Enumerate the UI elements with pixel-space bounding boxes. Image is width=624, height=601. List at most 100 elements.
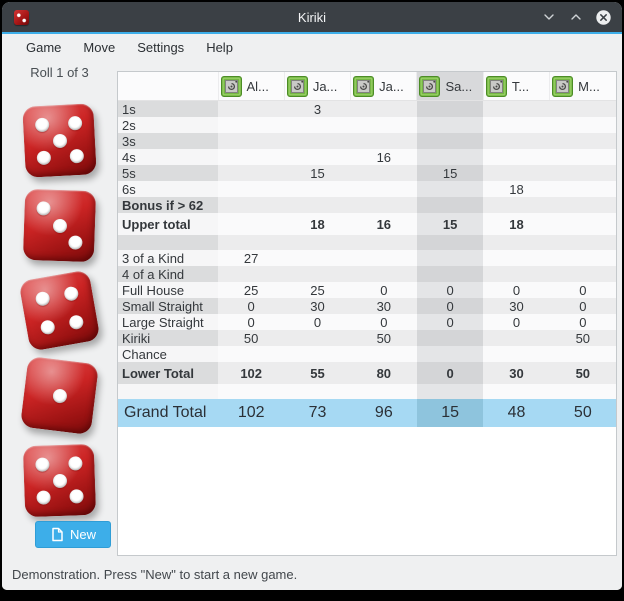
score-cell[interactable] [284, 346, 351, 362]
die-5-value-5[interactable] [22, 443, 97, 518]
score-cell[interactable]: 50 [350, 330, 417, 346]
score-cell[interactable] [218, 117, 285, 133]
score-cell[interactable] [483, 133, 550, 149]
score-cell[interactable] [416, 100, 484, 117]
score-cell[interactable]: 16 [350, 213, 417, 235]
score-cell[interactable] [416, 346, 484, 362]
score-cell[interactable] [350, 100, 417, 117]
score-cell[interactable]: 18 [284, 213, 351, 235]
score-cell[interactable] [549, 117, 616, 133]
score-cell[interactable] [416, 250, 484, 266]
score-cell[interactable] [549, 181, 616, 197]
score-cell[interactable]: 30 [483, 362, 550, 384]
titlebar[interactable]: Kiriki [2, 2, 622, 32]
score-cell[interactable]: 0 [416, 282, 484, 298]
score-cell[interactable]: 30 [350, 298, 417, 314]
score-cell[interactable] [284, 330, 351, 346]
score-cell[interactable] [350, 165, 417, 181]
score-cell[interactable]: 80 [350, 362, 417, 384]
score-cell[interactable] [483, 149, 550, 165]
score-cell[interactable] [350, 197, 417, 213]
score-cell[interactable] [218, 197, 285, 213]
score-cell[interactable] [416, 197, 484, 213]
score-cell[interactable]: 25 [218, 282, 285, 298]
score-cell[interactable]: 50 [218, 330, 285, 346]
score-cell[interactable]: 0 [549, 314, 616, 330]
die-4-value-1[interactable] [19, 355, 100, 436]
score-cell[interactable] [549, 346, 616, 362]
new-game-button[interactable]: New [35, 521, 111, 548]
score-cell[interactable] [284, 266, 351, 282]
score-cell[interactable]: 30 [483, 298, 550, 314]
die-3-value-4[interactable] [18, 269, 101, 352]
score-cell[interactable] [218, 346, 285, 362]
score-cell[interactable]: 0 [416, 362, 484, 384]
maximize-button[interactable] [567, 8, 585, 26]
menu-item-settings[interactable]: Settings [137, 40, 185, 55]
score-cell[interactable]: 50 [549, 362, 616, 384]
close-button[interactable] [594, 8, 612, 26]
score-cell[interactable]: 0 [284, 314, 351, 330]
score-cell[interactable] [483, 346, 550, 362]
score-cell[interactable] [350, 266, 417, 282]
score-cell[interactable] [549, 165, 616, 181]
score-cell[interactable] [483, 266, 550, 282]
score-cell[interactable] [483, 117, 550, 133]
score-cell[interactable] [549, 149, 616, 165]
score-cell[interactable] [284, 250, 351, 266]
score-cell[interactable] [350, 117, 417, 133]
score-cell[interactable]: 18 [483, 181, 550, 197]
score-cell[interactable] [284, 149, 351, 165]
score-cell[interactable] [350, 346, 417, 362]
score-cell[interactable]: 0 [350, 314, 417, 330]
score-cell[interactable] [284, 117, 351, 133]
score-cell[interactable] [549, 266, 616, 282]
score-cell[interactable]: 55 [284, 362, 351, 384]
die-2-value-3[interactable] [22, 188, 97, 263]
score-cell[interactable]: 18 [483, 213, 550, 235]
minimize-button[interactable] [540, 8, 558, 26]
score-cell[interactable] [350, 133, 417, 149]
score-cell[interactable]: 0 [350, 282, 417, 298]
score-cell[interactable] [218, 100, 285, 117]
score-cell[interactable]: 25 [284, 282, 351, 298]
score-cell[interactable]: 3 [284, 100, 351, 117]
score-cell[interactable] [218, 149, 285, 165]
score-cell[interactable] [218, 266, 285, 282]
score-cell[interactable] [218, 213, 285, 235]
score-cell[interactable] [483, 100, 550, 117]
score-cell[interactable] [483, 165, 550, 181]
score-cell[interactable]: 27 [218, 250, 285, 266]
score-cell[interactable] [416, 117, 484, 133]
score-cell[interactable]: 0 [483, 314, 550, 330]
score-cell[interactable] [549, 250, 616, 266]
menu-item-help[interactable]: Help [206, 40, 233, 55]
score-cell[interactable] [284, 197, 351, 213]
score-cell[interactable]: 15 [416, 213, 484, 235]
score-cell[interactable] [549, 213, 616, 235]
score-cell[interactable] [284, 133, 351, 149]
score-cell[interactable] [416, 330, 484, 346]
die-1-value-5[interactable] [22, 103, 97, 178]
score-cell[interactable]: 30 [284, 298, 351, 314]
score-cell[interactable]: 0 [549, 298, 616, 314]
score-cell[interactable]: 15 [284, 165, 351, 181]
menu-item-move[interactable]: Move [83, 40, 116, 55]
score-cell[interactable] [218, 165, 285, 181]
score-cell[interactable] [416, 133, 484, 149]
score-cell[interactable] [483, 250, 550, 266]
score-cell[interactable]: 0 [549, 282, 616, 298]
score-cell[interactable] [350, 181, 417, 197]
score-cell[interactable] [350, 250, 417, 266]
score-cell[interactable]: 102 [218, 362, 285, 384]
score-cell[interactable] [416, 181, 484, 197]
score-cell[interactable] [416, 266, 484, 282]
score-cell[interactable] [549, 100, 616, 117]
score-cell[interactable]: 0 [416, 314, 484, 330]
score-cell[interactable]: 0 [416, 298, 484, 314]
score-cell[interactable] [549, 133, 616, 149]
score-cell[interactable]: 16 [350, 149, 417, 165]
menu-item-game[interactable]: Game [26, 40, 62, 55]
score-cell[interactable]: 50 [549, 330, 616, 346]
score-cell[interactable]: 15 [416, 165, 484, 181]
